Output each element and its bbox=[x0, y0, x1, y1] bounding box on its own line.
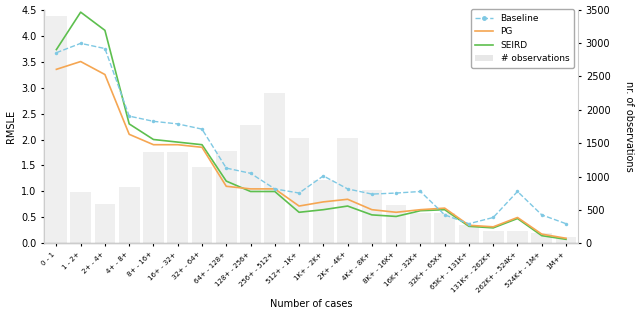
Bar bbox=[386, 205, 406, 243]
SEIRD bbox=[198, 143, 206, 146]
Bar bbox=[216, 151, 237, 243]
Bar bbox=[313, 180, 333, 243]
Baseline bbox=[562, 222, 570, 226]
PG bbox=[538, 232, 546, 236]
Baseline bbox=[538, 213, 546, 217]
PG bbox=[392, 210, 400, 214]
Y-axis label: RMSLE: RMSLE bbox=[6, 110, 15, 143]
PG bbox=[125, 132, 133, 136]
SEIRD bbox=[441, 208, 449, 212]
SEIRD bbox=[246, 190, 254, 193]
SEIRD bbox=[490, 226, 497, 230]
Line: SEIRD: SEIRD bbox=[56, 12, 566, 239]
Baseline bbox=[465, 222, 473, 226]
Baseline bbox=[319, 174, 327, 178]
Bar bbox=[531, 233, 552, 243]
X-axis label: Number of cases: Number of cases bbox=[270, 300, 353, 309]
Legend: Baseline, PG, SEIRD, # observations: Baseline, PG, SEIRD, # observations bbox=[471, 9, 573, 68]
Baseline bbox=[271, 187, 278, 191]
Baseline bbox=[246, 171, 254, 175]
Bar bbox=[264, 93, 285, 243]
PG bbox=[344, 198, 351, 201]
Baseline bbox=[441, 213, 449, 217]
PG bbox=[295, 204, 303, 208]
Bar bbox=[483, 232, 504, 243]
Baseline bbox=[295, 191, 303, 195]
PG bbox=[198, 146, 206, 149]
Baseline bbox=[77, 42, 84, 45]
SEIRD bbox=[150, 138, 157, 141]
PG bbox=[271, 187, 278, 191]
PG bbox=[417, 208, 424, 212]
Bar bbox=[192, 167, 212, 243]
PG bbox=[246, 187, 254, 191]
Bar bbox=[556, 237, 577, 243]
Baseline bbox=[223, 166, 230, 170]
PG bbox=[77, 60, 84, 63]
Bar bbox=[410, 213, 431, 243]
Baseline bbox=[490, 215, 497, 219]
SEIRD bbox=[77, 10, 84, 14]
PG bbox=[368, 208, 376, 212]
Baseline bbox=[150, 119, 157, 123]
SEIRD bbox=[271, 190, 278, 193]
SEIRD bbox=[562, 238, 570, 241]
PG bbox=[52, 67, 60, 71]
Bar bbox=[435, 213, 455, 243]
SEIRD bbox=[344, 204, 351, 208]
SEIRD bbox=[417, 209, 424, 213]
PG bbox=[562, 236, 570, 240]
Baseline bbox=[52, 51, 60, 54]
Bar bbox=[168, 152, 188, 243]
SEIRD bbox=[538, 234, 546, 238]
SEIRD bbox=[514, 217, 522, 220]
Baseline bbox=[174, 122, 182, 126]
Baseline bbox=[101, 47, 109, 50]
Bar bbox=[507, 232, 528, 243]
SEIRD bbox=[223, 179, 230, 183]
Bar bbox=[459, 226, 479, 243]
Baseline bbox=[125, 114, 133, 118]
SEIRD bbox=[392, 215, 400, 218]
PG bbox=[441, 206, 449, 210]
Baseline bbox=[392, 191, 400, 195]
Baseline bbox=[514, 190, 522, 193]
Bar bbox=[362, 190, 382, 243]
Baseline bbox=[368, 192, 376, 196]
Bar bbox=[289, 138, 309, 243]
SEIRD bbox=[319, 208, 327, 212]
PG bbox=[150, 143, 157, 146]
Bar bbox=[46, 16, 67, 243]
SEIRD bbox=[125, 122, 133, 126]
Baseline bbox=[344, 187, 351, 191]
Y-axis label: nr. of observations: nr. of observations bbox=[625, 81, 634, 172]
PG bbox=[514, 215, 522, 219]
Bar bbox=[337, 138, 358, 243]
SEIRD bbox=[295, 210, 303, 214]
SEIRD bbox=[101, 28, 109, 32]
PG bbox=[465, 223, 473, 227]
SEIRD bbox=[368, 213, 376, 217]
Bar bbox=[240, 124, 261, 243]
Baseline bbox=[417, 190, 424, 193]
Line: Baseline: Baseline bbox=[54, 42, 568, 226]
PG bbox=[223, 184, 230, 188]
Baseline bbox=[198, 127, 206, 131]
SEIRD bbox=[174, 140, 182, 144]
Bar bbox=[95, 204, 115, 243]
SEIRD bbox=[52, 48, 60, 51]
Bar bbox=[119, 187, 140, 243]
PG bbox=[490, 225, 497, 229]
PG bbox=[319, 200, 327, 204]
Line: PG: PG bbox=[56, 61, 566, 238]
SEIRD bbox=[465, 224, 473, 228]
PG bbox=[101, 73, 109, 77]
PG bbox=[174, 143, 182, 146]
Bar bbox=[70, 192, 91, 243]
Bar bbox=[143, 152, 164, 243]
